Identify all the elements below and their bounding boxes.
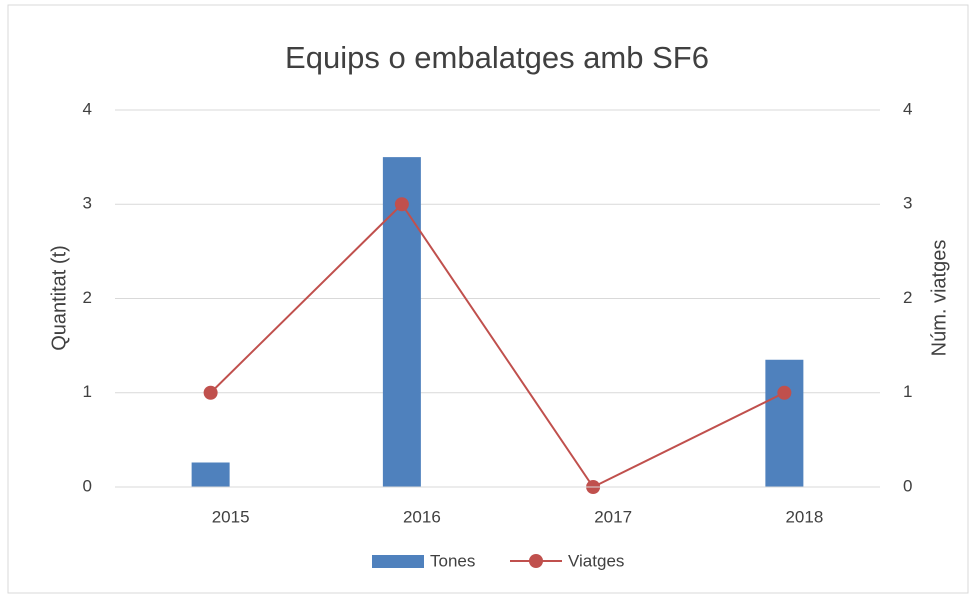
chart-title: Equips o embalatges amb SF6: [285, 40, 709, 75]
marker: [203, 385, 218, 400]
line: [209, 202, 785, 489]
y-axis-label: Quantitat (t): [48, 245, 70, 351]
marker: [777, 385, 792, 400]
y-tick-label: 0: [83, 476, 92, 495]
y-tick-label: 4: [83, 99, 92, 118]
legend-label: Viatges: [568, 551, 624, 570]
legend-swatch: [372, 555, 424, 568]
x-tick-label: 2016: [403, 507, 441, 526]
legend-swatch: [529, 554, 543, 568]
y2-tick-label: 0: [903, 476, 912, 495]
y2-tick-label: 1: [903, 382, 912, 401]
bar: [765, 359, 804, 487]
marker: [394, 197, 409, 212]
x-tick-label: 2015: [212, 507, 250, 526]
bar: [191, 462, 230, 487]
legend-label: Tones: [430, 551, 475, 570]
y-tick-label: 1: [83, 382, 92, 401]
y2-axis-label: Núm. viatges: [928, 240, 950, 357]
y2-tick-label: 2: [903, 288, 912, 307]
x-tick-label: 2018: [785, 507, 823, 526]
x-tick-label: 2017: [594, 507, 632, 526]
y-tick-label: 3: [83, 194, 92, 213]
y2-tick-label: 3: [903, 194, 912, 213]
y2-tick-label: 4: [903, 99, 912, 118]
bar: [382, 157, 421, 487]
y-tick-label: 2: [83, 288, 92, 307]
